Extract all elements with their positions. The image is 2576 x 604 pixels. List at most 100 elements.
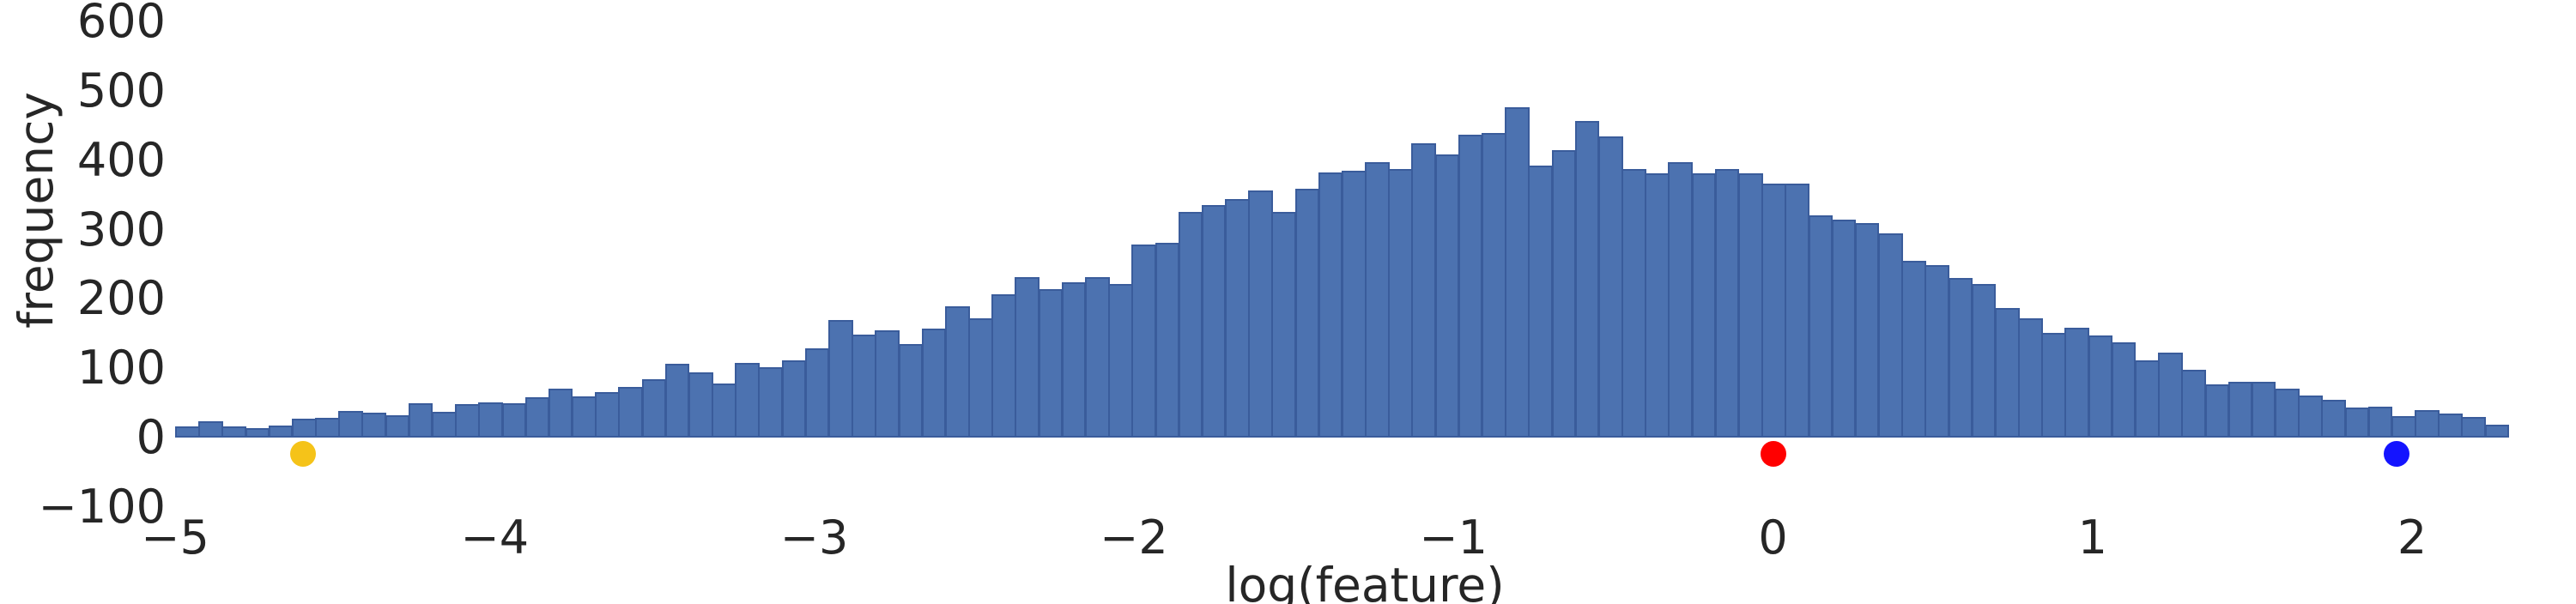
histogram-bar: [1574, 120, 1600, 438]
histogram-bar: [1668, 162, 1694, 438]
histogram-bar: [1901, 261, 1926, 438]
histogram-bar: [1505, 106, 1530, 438]
x-tick-label: 0: [1758, 510, 1788, 565]
histogram-bar: [432, 412, 457, 438]
histogram-bar: [2367, 406, 2393, 438]
histogram-bar: [1131, 245, 1156, 438]
histogram-bar: [221, 426, 247, 438]
y-tick-label: 500: [76, 63, 166, 118]
histogram-bar: [1178, 212, 1203, 438]
histogram-bar: [408, 403, 433, 438]
histogram-bar: [2275, 388, 2300, 438]
histogram-bar: [1645, 173, 1670, 438]
histogram-bar: [944, 305, 970, 438]
histogram-bar: [1878, 233, 1903, 438]
y-tick-label: 600: [76, 0, 166, 49]
histogram-bar: [1108, 284, 1133, 438]
histogram-bar: [1271, 212, 1297, 438]
histogram-bar: [548, 389, 573, 438]
histogram-bar: [688, 372, 713, 438]
histogram-bar: [595, 391, 620, 438]
histogram-bar: [2111, 341, 2137, 438]
x-tick-label: −5: [141, 510, 209, 565]
histogram-bar: [1318, 172, 1343, 438]
histogram-bar: [664, 363, 690, 438]
x-tick-label: −4: [460, 510, 530, 565]
histogram-bar: [268, 425, 294, 438]
histogram-bar: [385, 415, 410, 438]
histogram-bar: [991, 293, 1016, 438]
histogram-bar: [2344, 408, 2370, 438]
histogram-bar: [315, 417, 340, 438]
histogram-bar: [245, 427, 270, 438]
histogram-bar: [1155, 243, 1180, 438]
histogram-bar: [2461, 416, 2487, 438]
histogram-bar: [1225, 199, 1250, 438]
red-marker: [1760, 440, 1786, 467]
histogram-bar: [2227, 381, 2253, 438]
histogram-bar: [1737, 173, 1763, 438]
histogram-bar: [1761, 183, 1786, 438]
histogram-bar: [1924, 264, 1949, 438]
y-tick-label: 200: [76, 271, 166, 326]
histogram-bar: [2204, 384, 2230, 438]
histogram-bar: [758, 367, 784, 438]
histogram-bar: [1831, 219, 1857, 438]
histogram-bar: [1691, 173, 1717, 438]
y-tick-label: 400: [76, 132, 166, 187]
histogram-bar: [2484, 424, 2510, 438]
histogram-bar: [1621, 169, 1646, 438]
histogram-bar: [1411, 143, 1437, 438]
yellow-marker: [289, 440, 316, 467]
histogram-bar: [1365, 162, 1390, 438]
histogram-bar: [1994, 307, 2020, 438]
blue-marker: [2383, 440, 2409, 467]
x-tick-label: 1: [2077, 510, 2107, 565]
histogram-bar: [2298, 395, 2323, 438]
y-tick-label: 100: [76, 341, 166, 396]
histogram-bar: [2391, 416, 2416, 438]
histogram-bar: [1597, 136, 1623, 438]
histogram-bar: [2158, 352, 2183, 438]
histogram-bar: [2041, 333, 2066, 438]
histogram-bar: [2415, 409, 2440, 438]
histogram-bar: [898, 343, 924, 438]
histogram-bar: [2321, 400, 2347, 438]
histogram-bar: [1808, 214, 1834, 438]
x-tick-label: −1: [1419, 510, 1488, 565]
histogram-bar: [2134, 360, 2160, 438]
y-axis-label: frequency: [9, 92, 64, 329]
histogram-bar: [175, 426, 200, 438]
histogram-bar: [1551, 149, 1577, 438]
y-tick-label: −100: [38, 479, 166, 534]
histogram-bar: [1294, 188, 1320, 438]
histogram-bar: [1714, 169, 1740, 438]
histogram-bar: [1434, 154, 1460, 438]
histogram-bar: [2251, 382, 2276, 438]
histogram-bar: [921, 329, 947, 438]
histogram-bar: [2018, 318, 2043, 438]
histogram-bar: [572, 396, 597, 438]
histogram-bar: [1528, 166, 1553, 438]
histogram-bar: [875, 329, 900, 438]
histogram-bar: [968, 318, 993, 438]
histogram-bar: [455, 404, 480, 438]
histogram-bar: [2064, 327, 2090, 438]
histogram-bar: [2438, 413, 2463, 438]
histogram-bar: [478, 402, 503, 438]
x-tick-label: −3: [779, 510, 849, 565]
histogram-bar: [712, 384, 736, 438]
x-tick-label: −2: [1100, 510, 1168, 565]
histogram-bar: [1084, 276, 1110, 438]
histogram-bar: [361, 412, 387, 438]
y-tick-label: 0: [136, 410, 166, 464]
histogram-bar: [852, 335, 876, 438]
histogram-bar: [1785, 183, 1809, 438]
histogram-bar: [2181, 369, 2206, 438]
histogram-bar: [828, 319, 853, 438]
x-tick-label: 2: [2397, 510, 2428, 565]
histogram-bar: [524, 397, 550, 438]
histogram-bar: [1038, 289, 1064, 438]
